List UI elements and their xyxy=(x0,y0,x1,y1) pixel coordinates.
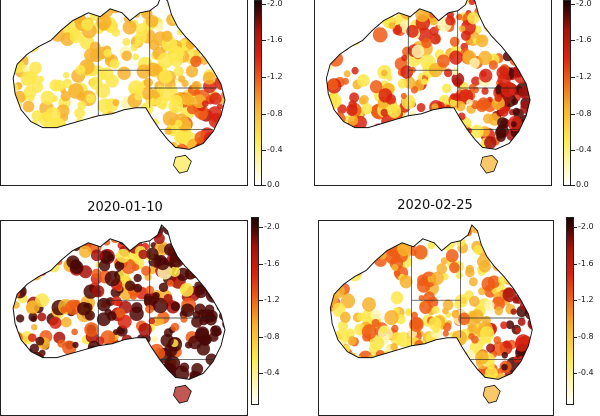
tasmania-3 xyxy=(173,385,191,403)
tasmania-2 xyxy=(481,155,498,173)
tasmania-1 xyxy=(173,155,191,173)
colorbar-3-tick-4: -0.4 xyxy=(264,368,280,378)
colorbar-2 xyxy=(563,0,571,186)
panel-title-3: 2020-01-10 xyxy=(60,200,190,215)
map-frame-2 xyxy=(314,0,552,186)
colorbar-4-tick-3: -0.8 xyxy=(578,332,594,342)
colorbar-1-tick-0: -2.0 xyxy=(267,0,283,9)
colorbar-1-tick-2: -1.2 xyxy=(267,72,283,82)
colorbar-2-tick-1: -1.6 xyxy=(576,35,592,45)
colorbar-3 xyxy=(251,217,259,405)
colorbar-2-tick-2: -1.2 xyxy=(576,72,592,82)
severity-field-2 xyxy=(318,0,541,157)
severity-field-4 xyxy=(323,221,543,387)
colorbar-4-tick-0: -2.0 xyxy=(578,222,594,232)
colorbar-3-tick-2: -1.2 xyxy=(264,295,280,305)
colorbar-2-tick-3: -0.8 xyxy=(576,109,592,119)
colorbar-4 xyxy=(566,217,574,405)
australia-map-3 xyxy=(1,221,247,415)
colorbar-2-tick-5: 0.0 xyxy=(576,180,589,190)
colorbar-3-tick-0: -2.0 xyxy=(264,222,280,232)
australia-map-2 xyxy=(315,0,551,185)
colorbar-1 xyxy=(254,0,262,186)
colorbar-1-tick-1: -1.6 xyxy=(267,35,283,45)
colorbar-1-tick-3: -0.8 xyxy=(267,109,283,119)
colorbar-2-tick-4: -0.4 xyxy=(576,145,592,155)
colorbar-3-tick-3: -0.8 xyxy=(264,332,280,342)
map-frame-1 xyxy=(0,0,248,186)
colorbar-1-tick-4: -0.4 xyxy=(267,145,283,155)
colorbar-4-tick-1: -1.6 xyxy=(578,259,594,269)
colorbar-3-tick-1: -1.6 xyxy=(264,259,280,269)
severity-field-3 xyxy=(5,221,235,387)
australia-map-4 xyxy=(319,221,553,415)
panel-title-4: 2020-02-25 xyxy=(370,198,500,213)
colorbar-4-tick-4: -0.4 xyxy=(578,368,594,378)
map-frame-4 xyxy=(318,220,554,416)
colorbar-4-tick-2: -1.2 xyxy=(578,295,594,305)
severity-field-1 xyxy=(6,0,235,158)
tasmania-4 xyxy=(483,385,500,403)
australia-map-1 xyxy=(1,0,247,185)
colorbar-2-tick-0: -2.0 xyxy=(576,0,592,9)
colorbar-1-tick-5: 0.0 xyxy=(267,180,280,190)
map-frame-3 xyxy=(0,220,248,416)
